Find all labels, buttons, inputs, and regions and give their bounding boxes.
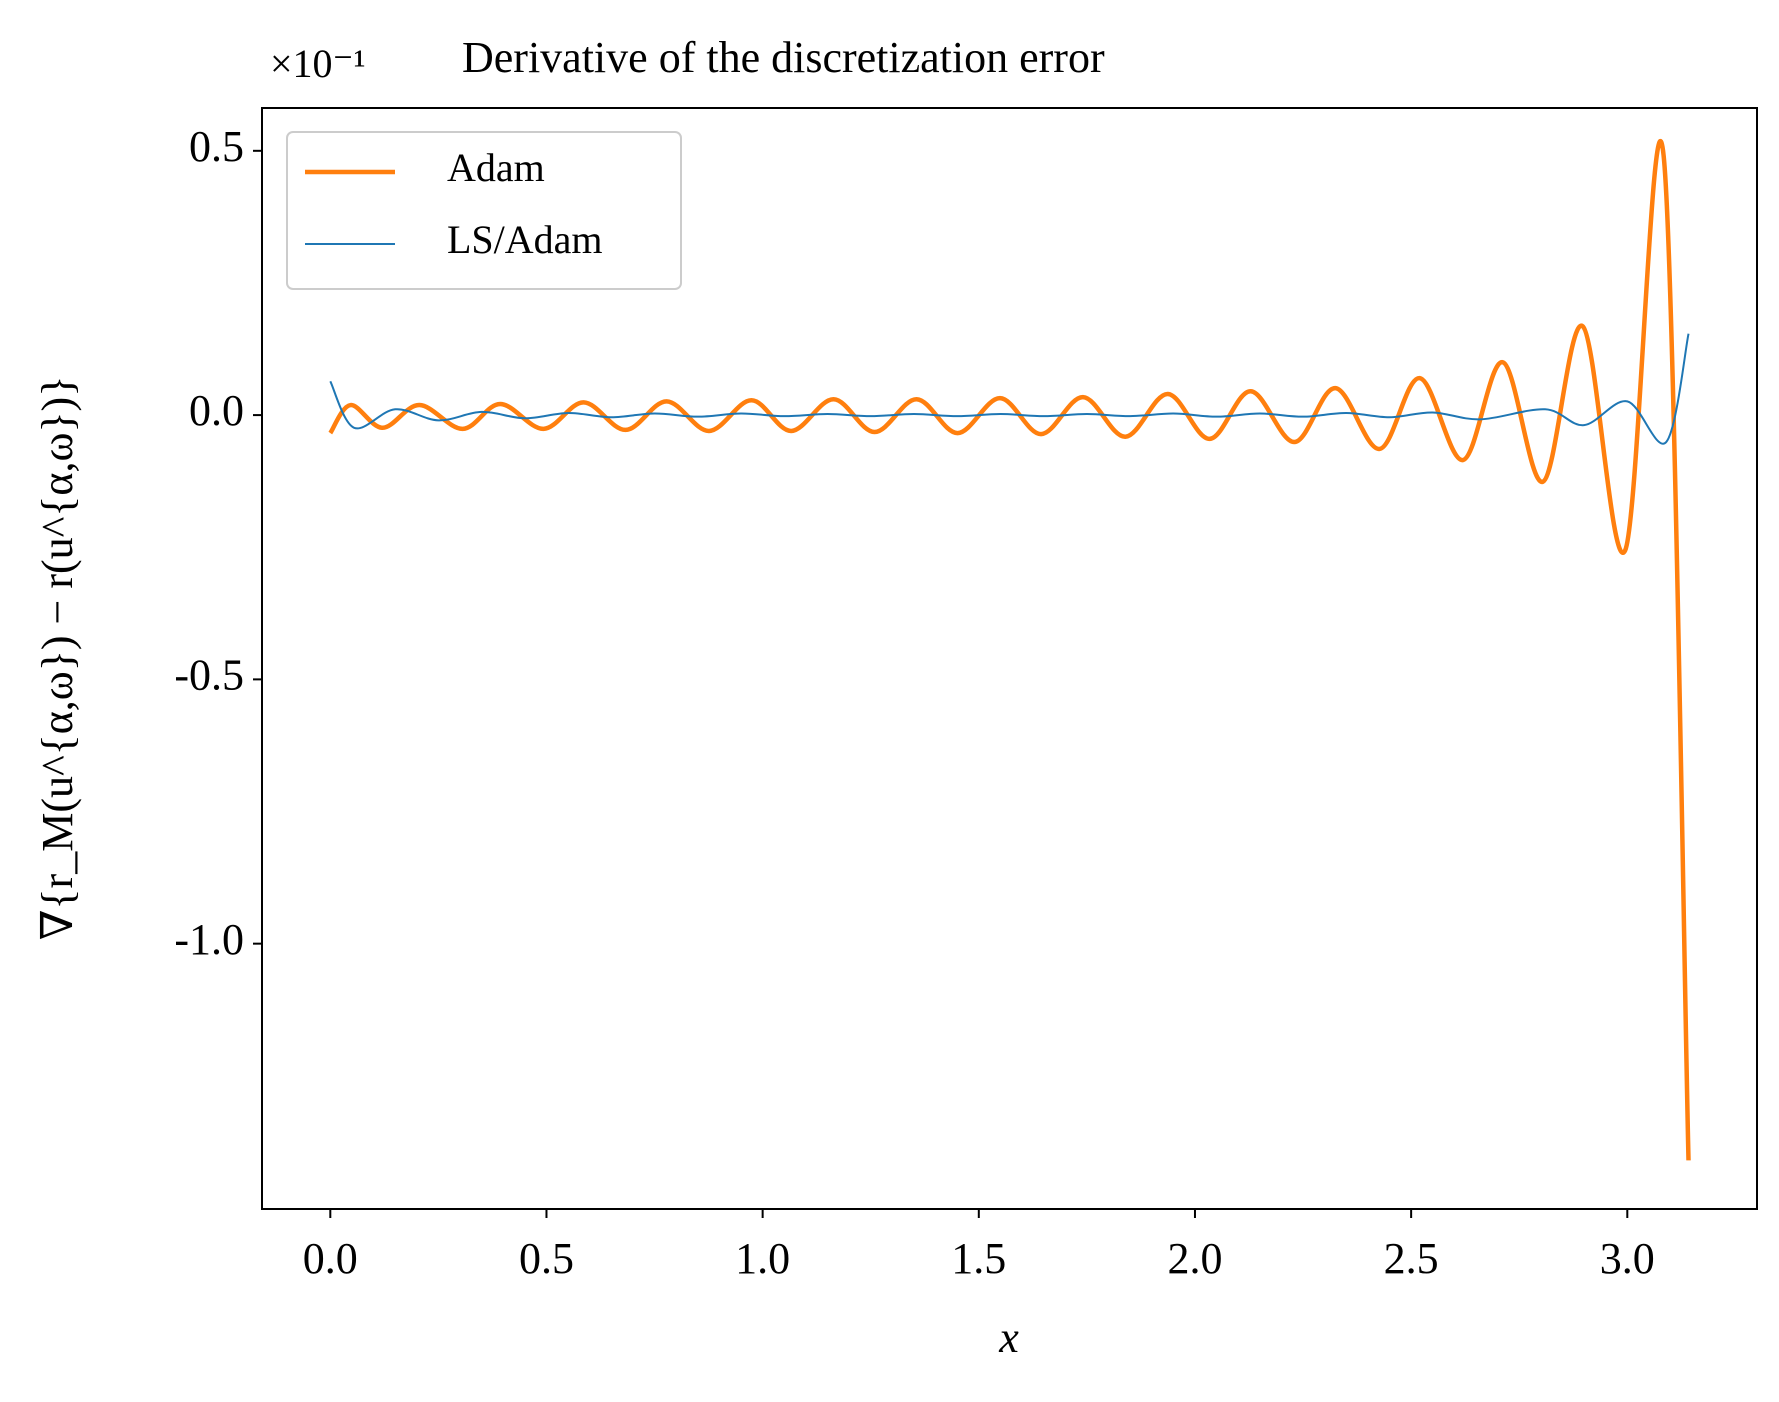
x-tick-label: 2.0 bbox=[1167, 1234, 1222, 1283]
y-tick-label: -0.5 bbox=[174, 650, 244, 699]
x-tick-label: 1.5 bbox=[951, 1234, 1006, 1283]
y-axis-label: ∇{r_M(u^{α,ω}) − r(u^{α,ω})} bbox=[33, 376, 82, 941]
plot-frame bbox=[261, 107, 1758, 1210]
line-series bbox=[328, 139, 1691, 1161]
x-tick-label: 0.5 bbox=[519, 1234, 574, 1283]
y-tick-label: -1.0 bbox=[174, 915, 244, 964]
chart-title: Derivative of the discretization error bbox=[462, 33, 1105, 82]
legend-label: LS/Adam bbox=[447, 217, 603, 262]
line-series bbox=[329, 333, 1690, 445]
legend-label: Adam bbox=[447, 145, 545, 190]
x-axis-label: x bbox=[998, 1313, 1019, 1362]
y-tick-label: 0.0 bbox=[189, 386, 244, 435]
x-tick-label: 3.0 bbox=[1600, 1234, 1655, 1283]
y-offset-label: ×10⁻¹ bbox=[270, 41, 366, 86]
x-tick-label: 2.5 bbox=[1384, 1234, 1439, 1283]
x-tick-label: 0.0 bbox=[303, 1234, 358, 1283]
x-tick-label: 1.0 bbox=[735, 1234, 790, 1283]
y-tick-label: 0.5 bbox=[189, 122, 244, 171]
